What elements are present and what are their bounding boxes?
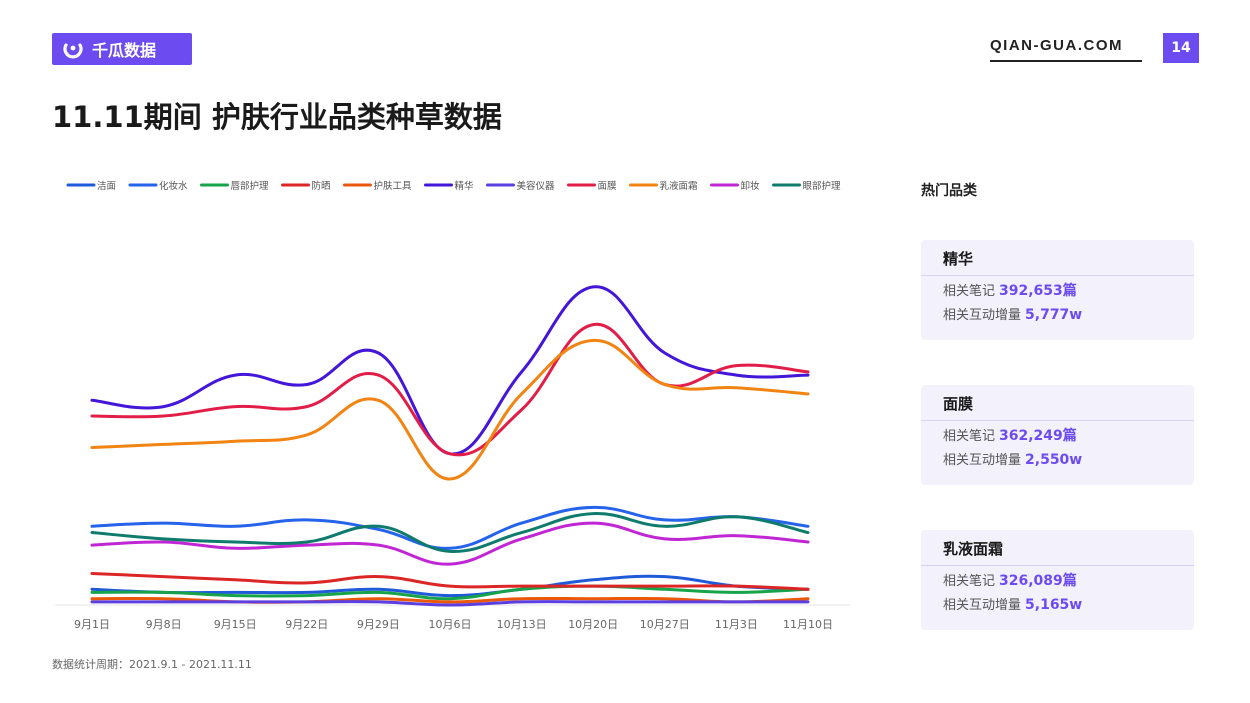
x-tick-label: 10月20日 (568, 618, 618, 631)
card-notes-line: 相关笔记 362,249篇 (921, 427, 1194, 445)
notes-value: 362,249篇 (999, 428, 1077, 444)
site-url[interactable]: QIAN-GUA.COM (990, 37, 1142, 62)
legend-label: 化妆水 (159, 180, 188, 192)
footnote-period: 数据统计周期：2021.9.1 - 2021.11.11 (52, 658, 252, 671)
notes-value: 326,089篇 (999, 573, 1077, 589)
legend-label: 乳液面霜 (660, 180, 698, 192)
line-chart: 9月1日 9月8日 9月15日 9月22日 9月29日 10月6日 10月13日 10月20日… (0, 160, 880, 640)
series-line-眼部护理 (90, 512, 810, 553)
card-interactions-line: 相关互动增量 2,550w (921, 451, 1194, 469)
card-name: 面膜 (921, 385, 1194, 421)
card-interactions-line: 相关互动增量 5,777w (921, 306, 1194, 324)
series-line-唇部护理 (90, 584, 810, 601)
x-tick-label: 9月8日 (146, 618, 182, 631)
x-tick-label: 10月13日 (497, 618, 547, 631)
legend-item[interactable]: 眼部护理 (772, 180, 842, 192)
series-line-美容仪器 (90, 600, 810, 607)
legend-item[interactable]: 护肤工具 (343, 180, 413, 192)
legend-label: 眼部护理 (803, 180, 842, 192)
series-line-卸妆 (90, 521, 810, 566)
page-number: 14 (1163, 33, 1199, 63)
x-tick-label: 9月22日 (285, 618, 328, 631)
legend-item[interactable]: 防晒 (281, 180, 331, 192)
legend-label: 防晒 (312, 180, 331, 192)
series-line-防晒 (90, 572, 810, 591)
legend-item[interactable]: 化妆水 (128, 180, 188, 192)
series-line-面膜 (90, 323, 810, 457)
interactions-value: 5,777w (1025, 307, 1083, 323)
legend-label: 洁面 (97, 180, 116, 192)
legend-item[interactable]: 精华 (424, 180, 475, 192)
legend-item[interactable]: 卸妆 (710, 180, 761, 192)
notes-value: 392,653篇 (999, 283, 1077, 299)
legend-item[interactable]: 美容仪器 (486, 180, 556, 192)
x-tick-label: 9月1日 (74, 618, 110, 631)
card-notes-line: 相关笔记 326,089篇 (921, 572, 1194, 590)
legend-label: 美容仪器 (517, 180, 556, 192)
x-tick-label: 10月6日 (429, 618, 472, 631)
card-name: 精华 (921, 240, 1194, 276)
interactions-value: 2,550w (1025, 452, 1083, 468)
x-tick-label: 11月10日 (783, 618, 833, 631)
legend-label: 精华 (455, 180, 475, 192)
x-tick-label: 9月29日 (357, 618, 400, 631)
legend-label: 面膜 (598, 181, 618, 192)
series-line-精华 (90, 285, 810, 456)
legend-item[interactable]: 乳液面霜 (629, 180, 698, 192)
category-card-2: 面膜 相关笔记 362,249篇 相关互动增量 2,550w (921, 385, 1194, 485)
legend-label: 唇部护理 (231, 180, 270, 192)
page-title: 11.11期间 护肤行业品类种草数据 (52, 100, 502, 134)
interactions-label: 相关互动增量 (943, 598, 1022, 613)
legend-item[interactable]: 洁面 (66, 180, 116, 192)
series-line-乳液面霜 (90, 338, 810, 481)
card-interactions-line: 相关互动增量 5,165w (921, 596, 1194, 614)
x-tick-label: 10月27日 (640, 618, 690, 631)
legend-label: 卸妆 (741, 180, 761, 192)
series-line-化妆水 (90, 505, 810, 550)
interactions-label: 相关互动增量 (943, 308, 1022, 323)
legend-label: 护肤工具 (374, 180, 413, 192)
interactions-label: 相关互动增量 (943, 453, 1022, 468)
card-notes-line: 相关笔记 392,653篇 (921, 282, 1194, 300)
chart-svg: 9月1日 9月8日 9月15日 9月22日 9月29日 10月6日 10月13日 10月20日… (55, 180, 850, 631)
brand-logo: 千瓜数据 (52, 33, 192, 65)
notes-label: 相关笔记 (943, 284, 996, 299)
x-tick-label: 9月15日 (214, 618, 257, 631)
interactions-value: 5,165w (1025, 597, 1083, 613)
brand-mark-icon (63, 43, 83, 59)
notes-label: 相关笔记 (943, 574, 996, 589)
category-card-3: 乳液面霜 相关笔记 326,089篇 相关互动增量 5,165w (921, 530, 1194, 630)
card-name: 乳液面霜 (921, 530, 1194, 566)
panel-title: 热门品类 (921, 183, 977, 199)
brand-name: 千瓜数据 (92, 41, 157, 60)
category-card-1: 精华 相关笔记 392,653篇 相关互动增量 5,777w (921, 240, 1194, 340)
x-tick-label: 11月3日 (715, 618, 758, 631)
notes-label: 相关笔记 (943, 429, 996, 444)
legend-item[interactable]: 唇部护理 (200, 180, 270, 192)
legend-item[interactable]: 面膜 (567, 181, 618, 192)
series-line-洁面 (90, 574, 810, 598)
